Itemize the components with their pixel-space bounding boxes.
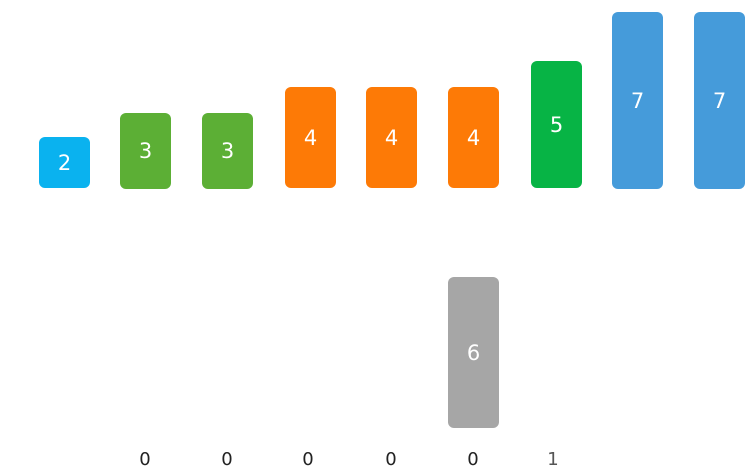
array-element: 3 [120, 113, 171, 189]
array-element: 5 [531, 61, 582, 188]
count-label: 1 [547, 449, 559, 468]
current-element: 6 [448, 277, 499, 428]
count-label: 0 [139, 449, 151, 468]
count-label: 0 [467, 449, 479, 468]
count-label: 0 [302, 449, 314, 468]
count-label: 0 [221, 449, 233, 468]
array-element: 3 [202, 113, 253, 189]
array-element: 7 [694, 12, 745, 189]
count-label: 0 [385, 449, 397, 468]
array-element: 4 [366, 87, 417, 188]
array-element: 4 [285, 87, 336, 188]
array-element: 2 [39, 137, 90, 188]
array-element: 7 [612, 12, 663, 189]
array-element: 4 [448, 87, 499, 188]
